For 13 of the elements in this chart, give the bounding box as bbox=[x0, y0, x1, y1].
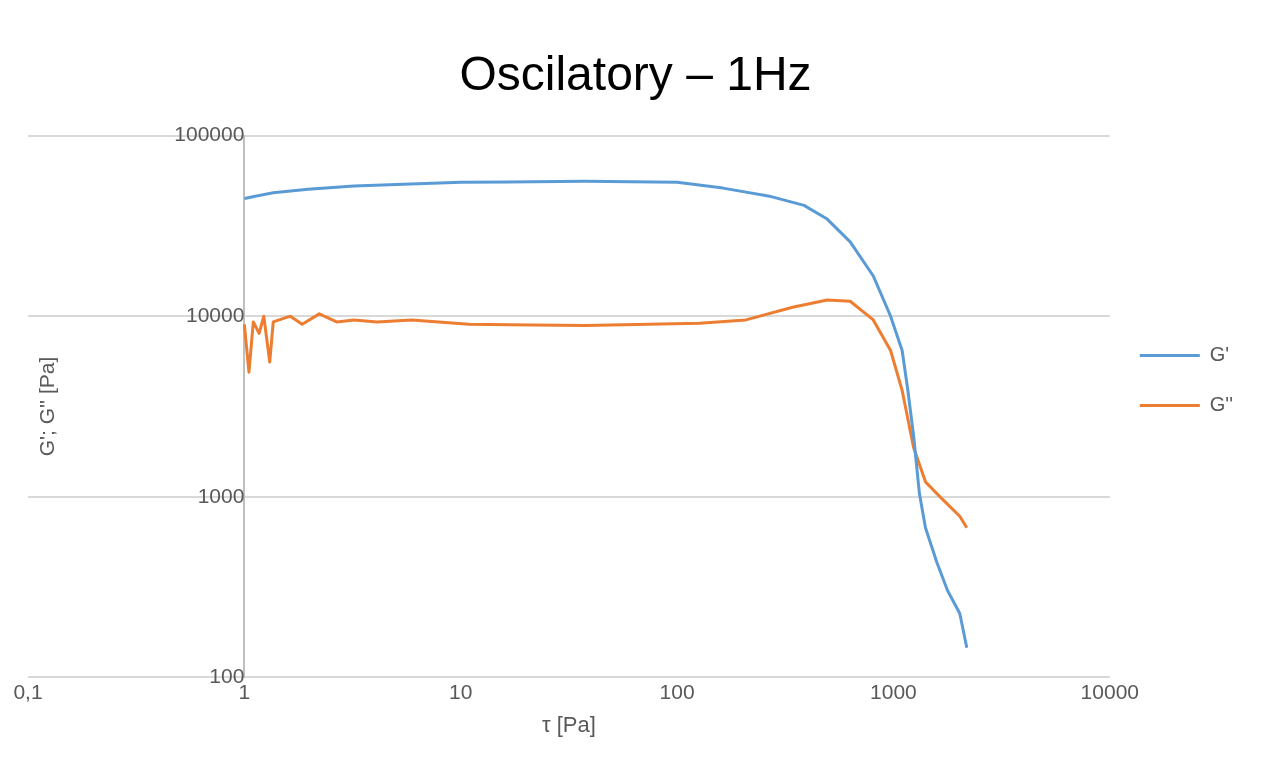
y-tick-label: 100000 bbox=[174, 122, 245, 146]
y-tick-label: 10000 bbox=[185, 303, 245, 326]
chart-title: Oscilatory – 1Hz bbox=[459, 47, 812, 101]
x-tick-label: 100 bbox=[659, 679, 695, 703]
y-tick-label: 1000 bbox=[197, 483, 245, 507]
y-axis-title: G'; G'' [Pa] bbox=[35, 356, 59, 457]
x-tick-label: 10000 bbox=[1080, 679, 1140, 703]
legend-label: G' bbox=[1209, 343, 1230, 366]
x-axis-title: τ [Pa] bbox=[541, 711, 596, 737]
x-tick-label: 1000 bbox=[870, 679, 917, 703]
x-tick-label: 0,1 bbox=[13, 679, 43, 703]
legend-label: G'' bbox=[1209, 393, 1234, 416]
x-tick-label: 10 bbox=[449, 679, 473, 703]
